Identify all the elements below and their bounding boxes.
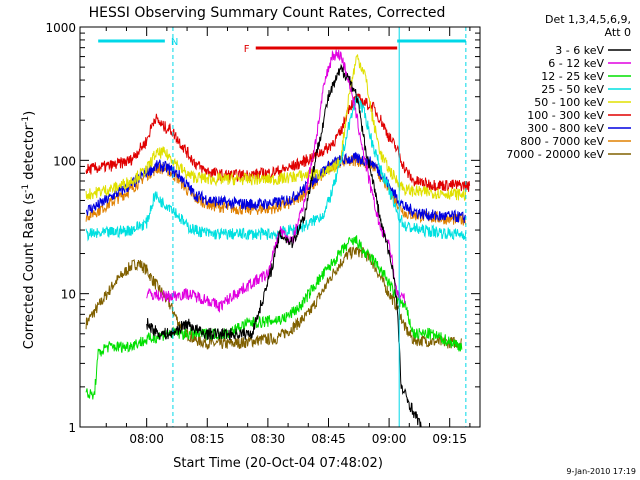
x-axis-label: Start Time (20-Oct-04 07:48:02) (173, 456, 383, 471)
y-axis-label: Corrected Count Rate (s-1 detector-1) (21, 111, 37, 349)
series-line (85, 94, 467, 242)
flag-label: F (244, 44, 250, 55)
plot-frame (79, 26, 481, 428)
legend-label: 800 - 7000 keV (520, 135, 604, 148)
x-tick-label: 08:15 (190, 432, 225, 446)
y-axis-label-mid: detector (22, 124, 37, 184)
y-tick-label: 100 (53, 154, 76, 168)
plot-area (85, 27, 471, 427)
legend-label: 3 - 6 keV (555, 44, 604, 57)
legend-label: 50 - 100 keV (534, 96, 604, 109)
y-tick-label: 1 (68, 421, 76, 435)
series-line (146, 49, 406, 313)
timestamp: 9-Jan-2010 17:19 (566, 467, 636, 476)
legend-label: 12 - 25 keV (541, 70, 604, 83)
y-tick-label: 1000 (45, 21, 76, 35)
legend-label: 7000 - 20000 keV (506, 148, 604, 161)
series-line (146, 63, 422, 427)
legend-label: 100 - 300 keV (527, 109, 604, 122)
series-line (85, 53, 467, 202)
flag-label: N (171, 37, 178, 48)
legend-label: 25 - 50 keV (541, 83, 604, 96)
legend-header-2: Att 0 (605, 26, 631, 39)
legend-label: 6 - 12 keV (548, 57, 604, 70)
y-axis: 1 10 100 1000 (45, 21, 480, 435)
x-axis: 08:00 08:15 08:30 08:45 09:00 09:15 (105, 27, 471, 446)
y-tick-label: 10 (61, 288, 76, 302)
x-tick-label: 08:45 (311, 432, 346, 446)
legend-header-1: Det 1,3,4,5,6,9, (545, 13, 631, 26)
x-tick-label: 09:00 (372, 432, 407, 446)
chart-title: HESSI Observing Summary Count Rates, Cor… (89, 5, 446, 21)
x-tick-label: 08:30 (251, 432, 286, 446)
y-axis-label-sup2: -1 (21, 116, 31, 125)
series-line (85, 93, 471, 192)
x-tick-label: 09:15 (432, 432, 467, 446)
legend-label: 300 - 800 keV (527, 122, 604, 135)
y-axis-label-end: ) (22, 111, 37, 116)
y-axis-label-sup1: -1 (21, 184, 31, 193)
x-tick-label: 08:00 (129, 432, 164, 446)
y-axis-label-main: Corrected Count Rate (s (22, 193, 37, 350)
